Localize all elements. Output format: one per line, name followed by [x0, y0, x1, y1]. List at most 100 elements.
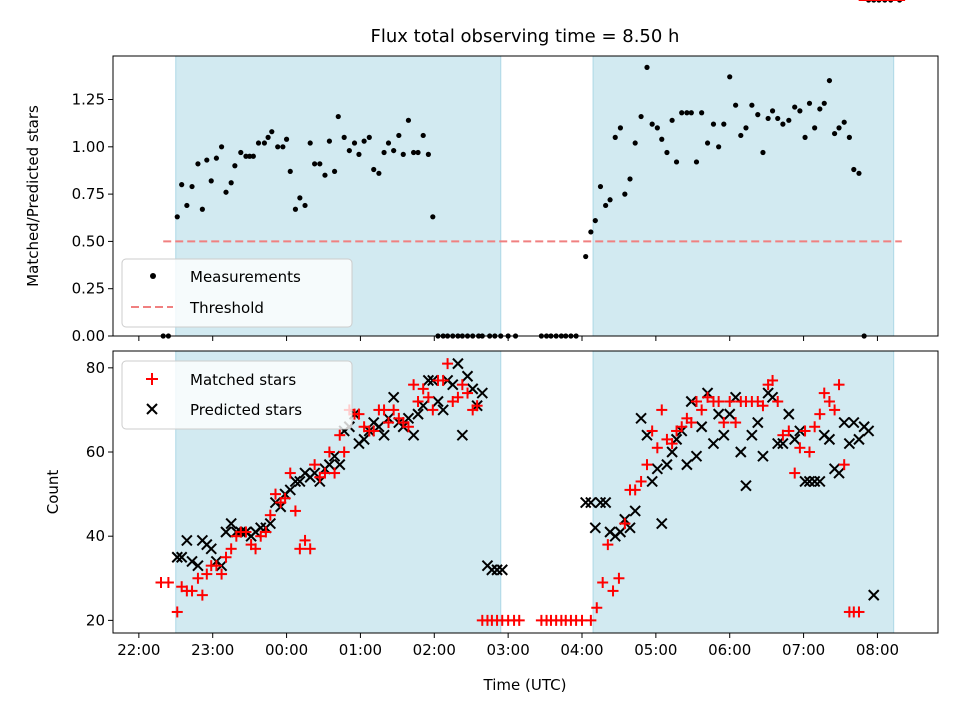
measurement-point — [331, 168, 338, 175]
y-tick-label: 80 — [86, 359, 105, 377]
measurement-point — [302, 202, 308, 209]
measurement-point — [654, 125, 660, 131]
measurement-point — [664, 149, 670, 156]
y-tick-label: 0.00 — [72, 327, 105, 345]
matched-star-point — [823, 396, 835, 408]
matched-star-point — [585, 614, 597, 626]
measurement-point — [228, 180, 234, 186]
x-tick-label: 04:00 — [560, 641, 603, 659]
bottom-y-ticks: 20 40 60 80 — [86, 359, 113, 629]
matched-star-point — [171, 606, 183, 618]
matched-star-point — [319, 467, 331, 479]
predicted-star-point — [486, 564, 498, 576]
measurement-point — [218, 144, 225, 150]
matched-star-point — [690, 396, 702, 408]
predicted-star-point — [461, 370, 474, 382]
matched-star-point — [437, 374, 449, 386]
matched-star-point — [676, 421, 688, 433]
matched-star-point — [696, 404, 708, 416]
measurement-point — [721, 121, 727, 127]
matched-star-point — [613, 572, 625, 584]
predicted-star-point — [848, 416, 860, 429]
predicted-star-point — [718, 429, 730, 441]
predicted-star-point — [264, 517, 277, 530]
measurement-point — [817, 106, 823, 112]
matched-star-point — [210, 560, 222, 572]
y-tick-label: 0.50 — [72, 232, 105, 250]
measurement-point — [688, 110, 694, 116]
matched-star-point — [794, 442, 806, 454]
legend-measurements-label: Measurements — [190, 268, 301, 286]
measurement-point — [243, 153, 249, 159]
matched-star-point — [814, 408, 826, 420]
measurement-point — [280, 144, 286, 150]
predicted-star-point — [746, 429, 758, 441]
top-legend: Measurements Threshold — [121, 258, 353, 328]
measurement-point — [856, 170, 862, 176]
measurement-point — [326, 138, 333, 144]
matched-star-point — [646, 425, 658, 437]
measurement-point — [361, 138, 367, 144]
matched-stars-points — [155, 0, 906, 626]
matched-star-point — [382, 417, 394, 429]
measurement-point — [381, 149, 387, 156]
matched-star-point — [334, 429, 346, 441]
predicted-star-point — [629, 505, 641, 517]
legend-measurements-marker — [150, 273, 156, 279]
predicted-star-point — [491, 564, 503, 576]
measurement-point — [693, 159, 700, 165]
measurement-point — [775, 115, 781, 122]
predicted-star-point — [171, 551, 183, 563]
predicted-star-point — [186, 555, 198, 568]
measurement-point — [607, 197, 613, 203]
measurement-point — [396, 132, 402, 139]
matched-star-point — [462, 387, 474, 399]
measurement-point — [275, 144, 281, 150]
matched-star-point — [767, 374, 779, 386]
measurement-point — [597, 183, 604, 190]
x-tick-label: 22:00 — [117, 641, 160, 659]
predicted-star-point — [799, 475, 811, 488]
matched-star-point — [408, 379, 420, 391]
predicted-star-point — [712, 408, 725, 420]
measurement-point — [179, 182, 185, 188]
predicted-star-point — [579, 496, 592, 509]
top-observing-windows — [175, 55, 895, 337]
measurement-point — [669, 117, 675, 123]
matched-star-point — [685, 417, 697, 429]
matched-star-point — [635, 475, 647, 487]
measurement-point — [356, 151, 362, 157]
predicted-star-point — [585, 496, 597, 509]
predicted-star-point — [452, 357, 464, 370]
x-tick-label: 06:00 — [708, 641, 751, 659]
measurement-point — [351, 140, 358, 146]
measurement-point — [743, 125, 749, 131]
bottom-plot-frame — [112, 350, 939, 634]
matched-star-point — [730, 417, 742, 429]
matched-star-point — [809, 421, 821, 433]
predicted-star-point — [205, 543, 217, 555]
observing-window-2 — [592, 55, 895, 337]
predicted-star-point — [789, 433, 801, 446]
measurement-point — [710, 121, 717, 127]
measurement-point — [755, 112, 761, 118]
matched-star-point — [799, 425, 811, 437]
predicted-star-point — [757, 450, 769, 462]
predicted-star-point — [220, 526, 232, 538]
matched-star-point — [284, 467, 296, 479]
legend-predicted-marker — [146, 403, 158, 415]
matched-star-point — [269, 488, 281, 500]
predicted-star-point — [646, 475, 658, 488]
measurement-point — [806, 100, 813, 106]
predicted-star-point — [334, 458, 346, 471]
measurement-point — [195, 161, 201, 167]
matched-star-point — [196, 589, 208, 601]
legend-threshold-label: Threshold — [189, 299, 264, 317]
measurement-point — [644, 64, 650, 70]
predicted-star-point — [707, 437, 720, 450]
measurement-point — [322, 172, 328, 178]
measurement-point — [247, 153, 253, 159]
measurement-point — [420, 132, 426, 139]
predicted-star-point — [661, 458, 673, 471]
measurement-point — [213, 155, 220, 161]
